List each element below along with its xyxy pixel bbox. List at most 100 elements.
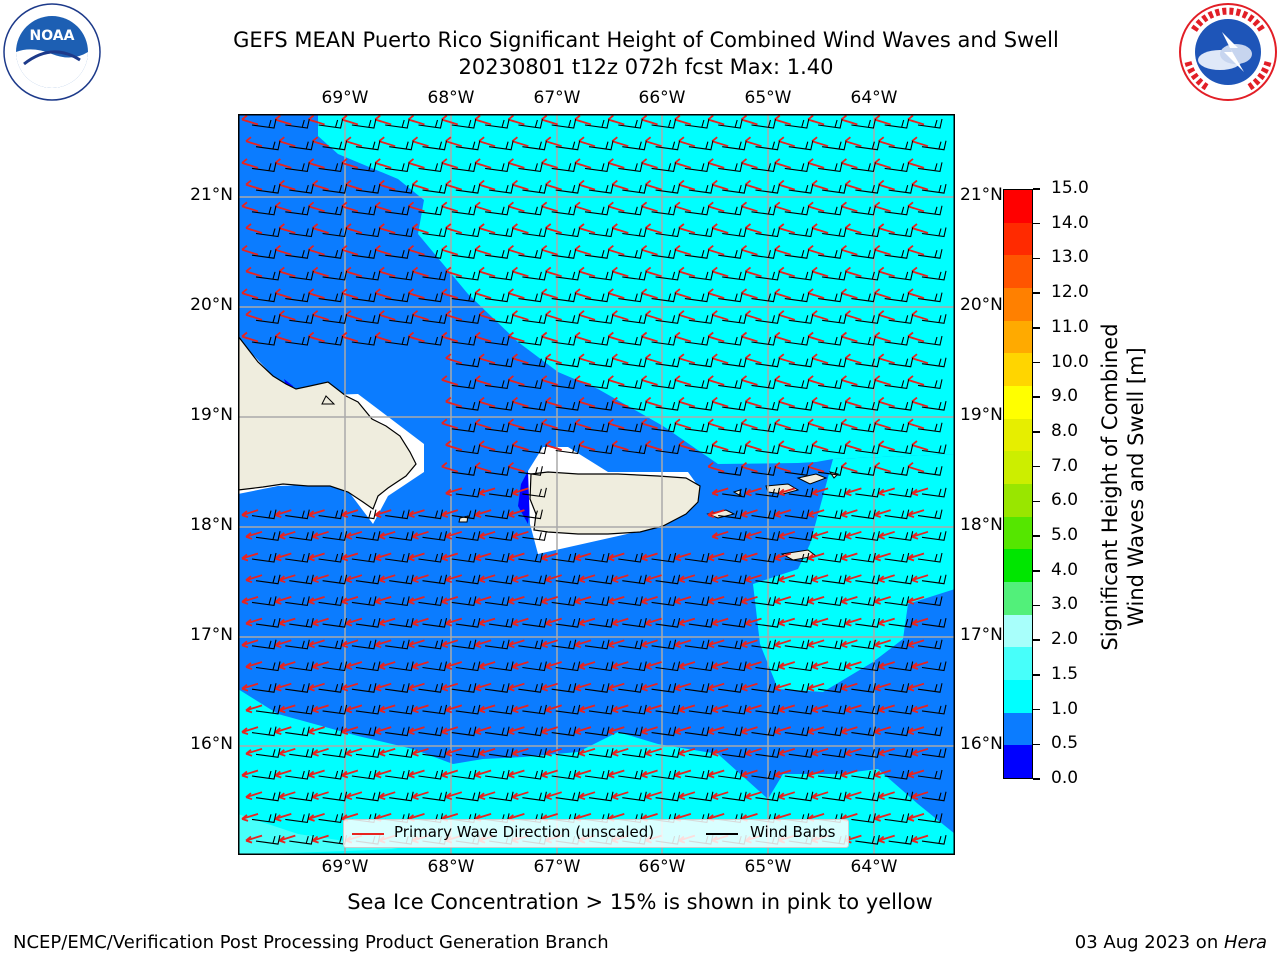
wave-direction-arrow [645,574,662,584]
wind-barb [822,661,847,672]
wave-direction-arrow [511,487,529,497]
wind-barb [921,661,947,672]
wind-barb [489,357,514,368]
wind-barb [518,118,543,129]
wind-barb [888,791,914,802]
colorbar-tick-mark [1033,465,1040,468]
wave-direction-arrow [312,617,329,627]
wind-barb [651,249,677,259]
wave-direction-arrow [807,509,825,518]
wave-direction-arrow [844,487,862,497]
wind-barb [251,813,277,824]
wind-barb [322,574,348,585]
wave-direction-arrow [811,574,829,584]
lon-label-bottom: 64°W [850,857,898,877]
wind-barb [684,379,710,390]
wind-barb [822,791,847,802]
wind-barb [351,769,377,780]
wave-direction-arrow [907,639,925,649]
wind-barb [722,183,747,194]
wind-barb [451,769,477,780]
wind-barb [389,748,414,758]
wave-direction-arrow [611,574,629,584]
colorbar-tick-mark [1033,604,1040,607]
wind-barb [455,357,481,368]
wave-direction-arrow [541,769,558,779]
wind-barb [289,748,314,758]
wind-barb [318,769,344,780]
wind-barb [618,422,643,433]
wind-barb [551,596,577,607]
lon-label-bottom: 65°W [744,857,792,877]
wave-direction-arrow [844,747,862,757]
wind-barb [318,639,344,650]
wave-direction-arrow [378,617,396,627]
wind-barb [584,726,610,737]
wind-barb [385,205,410,216]
wave-direction-arrow [374,726,392,735]
wind-barb [851,813,876,824]
lat-label-right: 20°N [960,295,1003,315]
sea-ice-note: Sea Ice Concentration > 15% is shown in … [347,890,933,914]
wind-barb [522,227,547,238]
wave-direction-arrow [878,704,895,714]
wind-barb [755,661,781,672]
wave-direction-arrow [807,639,825,649]
wave-direction-arrow [441,375,459,386]
wind-barb [588,574,614,585]
wave-direction-arrow [744,661,762,670]
wind-barb [655,227,681,238]
colorbar-label: Significant Height of Combined Wind Wave… [1097,317,1151,657]
wind-barb [888,487,914,498]
wave-direction-arrow [811,487,829,497]
wind-barb [818,726,843,737]
wind-barb [451,292,477,303]
wind-barb [655,748,681,758]
wave-direction-arrow [278,704,296,714]
colorbar-segment [1004,386,1032,419]
wave-direction-arrow [407,769,425,779]
wave-direction-arrow [807,552,825,562]
wave-direction-arrow [474,509,492,518]
wave-direction-arrow [378,574,396,584]
wind-barb [884,813,910,824]
wave-direction-arrow [341,552,359,562]
wind-barb [451,466,477,476]
wave-direction-arrow [545,617,562,627]
wave-direction-arrow [478,747,496,757]
wind-barb [917,335,943,346]
wind-barb [588,661,614,672]
wave-direction-arrow [345,791,363,801]
wind-barb [921,834,947,845]
wave-direction-arrow [611,791,629,801]
wind-barb [318,726,344,737]
wind-barb [551,292,577,303]
wind-barb [251,292,277,303]
wind-barb [389,791,414,802]
wind-barb [385,639,410,650]
wind-barb [555,444,581,455]
wave-direction-arrow [844,617,862,627]
wave-direction-arrow [878,747,895,757]
wave-direction-arrow [774,639,792,649]
wind-barb [485,466,510,476]
wind-barb [722,574,747,585]
wind-barb [451,379,477,390]
wind-barb [884,162,910,173]
wind-barb [289,791,314,802]
wave-direction-arrow [474,596,492,605]
wind-barb [318,335,344,346]
wind-barb [755,357,781,368]
wind-barb [722,487,747,498]
colorbar-tick-label: 13.0 [1051,247,1089,268]
wave-band-1-0-1-5-north [318,114,955,464]
colorbar-segment [1004,190,1032,223]
wind-barb [285,162,310,173]
wave-direction-arrow [778,530,796,540]
wave-direction-arrow [711,791,729,801]
wind-barb [451,683,477,693]
lon-label-top: 68°W [427,88,475,108]
wind-barb [751,552,777,563]
wind-barb [385,769,410,780]
wave-direction-arrow [878,574,895,584]
